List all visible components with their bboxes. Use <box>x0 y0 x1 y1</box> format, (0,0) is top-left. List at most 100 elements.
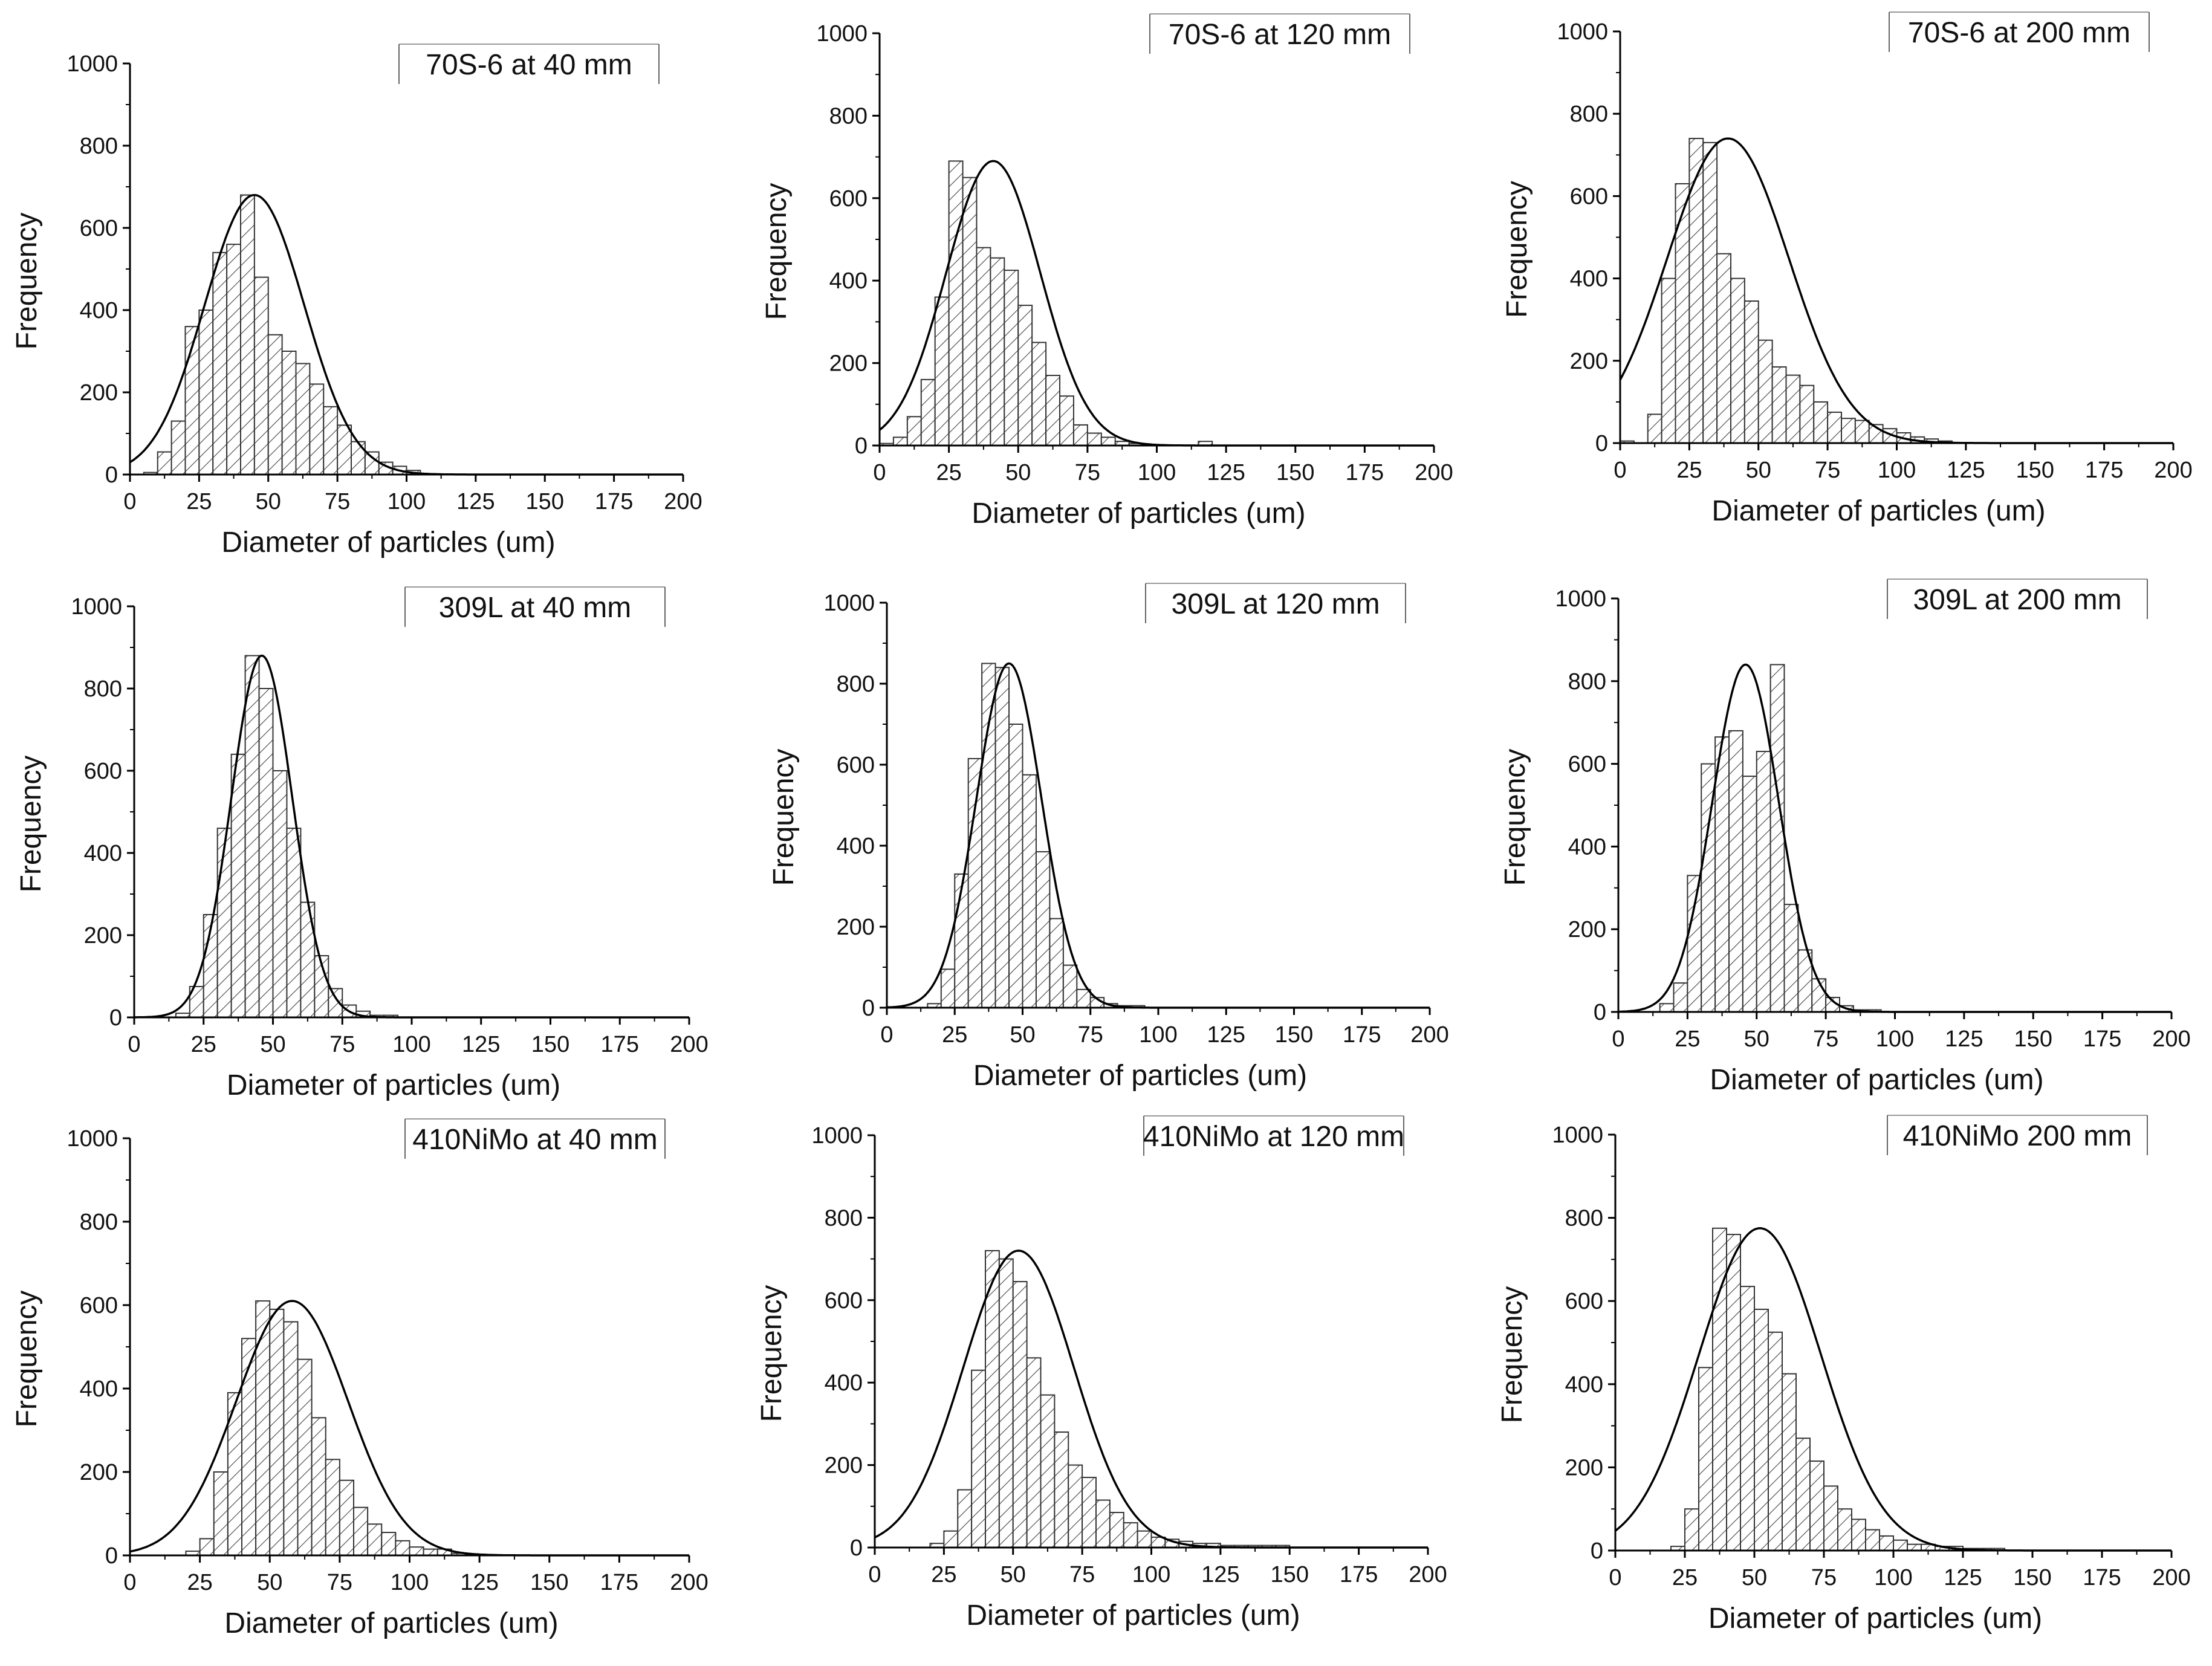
histogram-bar <box>381 1532 397 1557</box>
histogram-bar <box>1137 1530 1152 1548</box>
y-tick-label: 1000 <box>66 51 118 77</box>
histogram-bar <box>283 1321 299 1557</box>
x-tick-label: 50 <box>256 489 281 514</box>
chart-panel-4: 0 25 50 75 100 125 150 175 200 0 200 400 600 800 1000 D… <box>15 586 709 1101</box>
histogram-bar <box>990 257 1005 446</box>
x-tick-label: 50 <box>1010 1022 1035 1048</box>
x-tick-label: 0 <box>123 489 136 514</box>
histogram-bar <box>1854 420 1870 444</box>
histogram-bar <box>1757 339 1773 444</box>
histogram-bar <box>423 1548 438 1556</box>
histogram-bar <box>226 244 241 475</box>
x-tick-label: 25 <box>931 1562 956 1587</box>
x-tick-label: 150 <box>531 1032 569 1057</box>
x-tick-label: 150 <box>1271 1562 1309 1587</box>
histogram-bar <box>906 416 922 447</box>
y-tick-label: 1000 <box>823 591 875 616</box>
chart-panel-3: 0 25 50 75 100 125 150 175 200 0 200 400 600 800 1000 D… <box>1501 11 2193 527</box>
x-tick-label: 50 <box>1742 1565 1767 1590</box>
x-tick-label: 50 <box>1746 458 1771 483</box>
histogram-bar <box>367 1523 383 1556</box>
histogram-bar <box>1659 1003 1675 1013</box>
x-tick-label: 75 <box>1815 458 1840 483</box>
histogram-bar <box>1742 776 1757 1013</box>
x-tick-label: 50 <box>1001 1562 1026 1587</box>
y-tick-label: 600 <box>825 1288 863 1314</box>
histogram-bar <box>309 383 325 476</box>
histogram-bar <box>1768 1331 1783 1552</box>
chart-panel-9: 0 25 50 75 100 125 150 175 200 0 200 400 600 800 1000 D… <box>1496 1115 2191 1635</box>
x-tick-label: 0 <box>873 460 886 485</box>
histogram-bar <box>325 1459 340 1557</box>
x-tick-label: 0 <box>1609 1565 1621 1590</box>
histogram-bar <box>1688 138 1704 444</box>
histogram-bar <box>1062 964 1078 1009</box>
histogram-bar <box>198 310 214 475</box>
histogram-bar <box>300 901 316 1018</box>
x-tick-label: 100 <box>391 1570 429 1595</box>
histogram-bar <box>1756 751 1771 1013</box>
histogram-bar <box>1068 1464 1083 1549</box>
histogram-bar <box>1795 1437 1811 1551</box>
histogram-bar <box>1082 1477 1097 1549</box>
y-tick-label: 200 <box>1565 1455 1603 1480</box>
x-tick-label: 0 <box>880 1022 893 1048</box>
histogram-bar <box>170 420 186 475</box>
x-tick-label: 75 <box>1069 1562 1095 1587</box>
x-tick-label: 25 <box>1675 1026 1700 1052</box>
histogram-bar <box>1095 1499 1111 1549</box>
x-tick-label: 150 <box>530 1570 568 1595</box>
y-axis-title: Frequency <box>768 749 800 886</box>
y-tick-label: 1000 <box>71 594 122 620</box>
y-axis-title: Frequency <box>1496 1286 1528 1424</box>
y-tick-label: 400 <box>80 298 118 323</box>
histogram-bar <box>1726 1234 1741 1551</box>
histogram-bar <box>269 1308 285 1556</box>
y-axis-title: Frequency <box>761 183 793 320</box>
histogram-bar <box>409 1546 424 1556</box>
x-tick-label: 125 <box>1947 458 1985 483</box>
x-tick-label: 175 <box>595 489 633 514</box>
histogram-bar <box>1684 1508 1699 1551</box>
x-tick-label: 200 <box>2154 458 2192 483</box>
y-tick-label: 200 <box>837 915 875 940</box>
histogram-bar <box>1022 774 1037 1008</box>
y-axis-title: Frequency <box>756 1285 788 1422</box>
histogram-bars <box>143 194 421 476</box>
histogram-bar <box>1040 1394 1056 1548</box>
y-axis-title: Frequency <box>11 213 43 350</box>
histogram-bar <box>272 770 288 1018</box>
histogram-bar <box>267 334 283 475</box>
chart-panel-1: 0 25 50 75 100 125 150 175 200 0 200 400 600 800 1000 D… <box>11 44 702 559</box>
histogram-bar <box>1123 1522 1138 1549</box>
histogram-bar <box>213 1471 229 1556</box>
histogram-bars <box>1670 1227 2005 1552</box>
x-tick-label: 100 <box>1138 460 1176 485</box>
histogram-bar <box>241 1338 257 1556</box>
x-axis-title: Diameter of particles (um) <box>227 1069 560 1101</box>
chart-title: 70S-6 at 200 mm <box>1908 17 2130 49</box>
chart-panel-7: 0 25 50 75 100 125 150 175 200 0 200 400 600 800 1000 D… <box>11 1118 709 1639</box>
x-tick-label: 125 <box>1944 1565 1982 1590</box>
histogram-bar <box>1687 875 1702 1013</box>
y-tick-label: 800 <box>825 1205 863 1231</box>
x-tick-label: 125 <box>1945 1026 1983 1052</box>
histogram-bar <box>1754 1308 1769 1551</box>
y-tick-label: 1000 <box>1557 19 1608 45</box>
y-tick-label: 400 <box>1568 834 1606 860</box>
y-tick-label: 200 <box>825 1453 863 1479</box>
x-tick-label: 200 <box>1409 1562 1447 1587</box>
x-tick-label: 200 <box>664 489 702 514</box>
x-tick-label: 75 <box>1811 1565 1837 1590</box>
x-tick-label: 200 <box>2152 1565 2190 1590</box>
histogram-bar <box>1827 411 1842 444</box>
histogram-bar <box>253 276 269 475</box>
y-axis-title: Frequency <box>15 756 47 893</box>
histogram-bars <box>1659 664 1882 1013</box>
x-axis-title: Diameter of particles (um) <box>1710 1064 2043 1096</box>
y-tick-label: 0 <box>855 433 868 459</box>
histogram-bar <box>920 378 936 447</box>
x-tick-label: 75 <box>327 1570 352 1595</box>
histogram-bar <box>1743 300 1759 444</box>
